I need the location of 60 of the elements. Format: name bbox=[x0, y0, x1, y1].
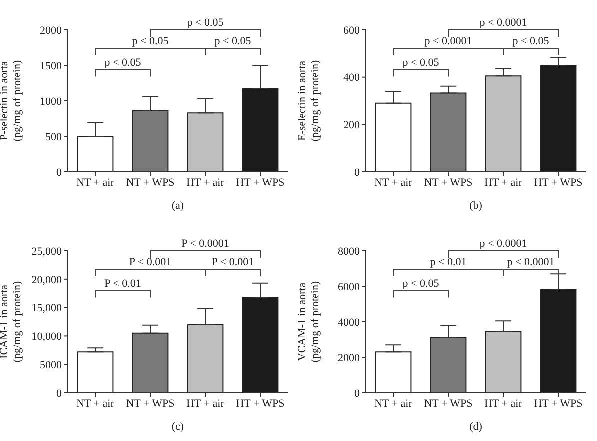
annotation: p < 0.05 bbox=[512, 35, 550, 48]
x-tick-label: HT + WPS bbox=[236, 397, 285, 410]
annotation: p < 0.05 bbox=[214, 35, 252, 48]
y-tick-label: 6000 bbox=[338, 280, 360, 293]
x-tick-label: HT + WPS bbox=[534, 176, 583, 189]
y-tick-label: 400 bbox=[344, 72, 360, 84]
y-tick-label: 15,000 bbox=[32, 302, 62, 314]
x-tick-label: HT + WPS bbox=[534, 397, 583, 410]
x-tick-label: HT + air bbox=[484, 397, 523, 410]
y-tick-label: 0 bbox=[56, 387, 62, 400]
annotation: P < 0.01 bbox=[104, 277, 142, 290]
annotation: p < 0.05 bbox=[104, 56, 142, 69]
y-tick-label: 10,000 bbox=[32, 330, 62, 343]
text: (d) bbox=[468, 420, 484, 432]
annotation: p < 0.0001 bbox=[507, 256, 555, 268]
annotation: p < 0.05 bbox=[132, 35, 170, 48]
y-axis-title: ICAM-1 in aorta (pg/mg of protein) bbox=[0, 280, 24, 362]
y-tick-label: 600 bbox=[344, 24, 360, 37]
y-tick-label: 500 bbox=[46, 131, 62, 144]
x-tick-label: HT + air bbox=[484, 176, 523, 189]
text: (b) bbox=[468, 200, 484, 212]
x-tick-label: NT + air bbox=[374, 176, 413, 189]
x-tick-label: HT + air bbox=[186, 397, 225, 410]
x-tick-label: NT + air bbox=[76, 176, 115, 189]
text: (a) bbox=[170, 200, 186, 212]
annotation: p < 0.0001 bbox=[424, 35, 472, 48]
y-tick-label: 5000 bbox=[40, 359, 62, 372]
text: P < 0.0001 bbox=[182, 238, 230, 250]
y-tick-label: 2000 bbox=[40, 24, 62, 37]
y-tick-label: 8000 bbox=[338, 245, 360, 258]
x-tick-label: NT + WPS bbox=[424, 176, 473, 189]
y-axis-title: E-selectin in aorta (pg/mg of protein) bbox=[296, 60, 322, 142]
x-tick-label: NT + air bbox=[374, 397, 413, 410]
annotation: P < 0.001 bbox=[129, 256, 172, 268]
annotation: p < 0.05 bbox=[402, 56, 440, 69]
text: (c) bbox=[170, 420, 186, 432]
text: p < 0.0001 bbox=[480, 17, 528, 29]
x-tick-label: HT + air bbox=[186, 176, 225, 189]
text: p < 0.0001 bbox=[480, 238, 528, 250]
annotation: p < 0.01 bbox=[430, 256, 467, 268]
y-tick-label: 0 bbox=[354, 166, 360, 179]
y-tick-label: 1500 bbox=[40, 60, 62, 72]
annotation: p < 0.05 bbox=[402, 277, 440, 290]
x-tick-label: NT + WPS bbox=[126, 397, 175, 410]
annotation: P < 0.001 bbox=[212, 256, 254, 268]
x-tick-label: HT + WPS bbox=[236, 176, 285, 189]
x-tick-label: NT + WPS bbox=[126, 176, 175, 189]
y-tick-label: 1000 bbox=[40, 96, 62, 108]
x-tick-label: NT + WPS bbox=[424, 397, 473, 410]
y-tick-label: 0 bbox=[56, 166, 62, 179]
y-tick-label: 4000 bbox=[338, 316, 360, 328]
y-tick-label: 0 bbox=[354, 387, 360, 400]
y-tick-label: 25,000 bbox=[32, 245, 62, 258]
y-tick-label: 20,000 bbox=[32, 274, 62, 286]
y-tick-label: 2000 bbox=[338, 352, 360, 364]
y-tick-label: 200 bbox=[344, 120, 360, 132]
y-axis-title: VCAM-1 in aorta (pg/mg of protein) bbox=[296, 280, 322, 362]
text: p < 0.05 bbox=[187, 17, 224, 29]
x-tick-label: NT + air bbox=[76, 397, 115, 410]
y-axis-title: P-selectin in aorta (pg/mg of protein) bbox=[0, 60, 24, 142]
